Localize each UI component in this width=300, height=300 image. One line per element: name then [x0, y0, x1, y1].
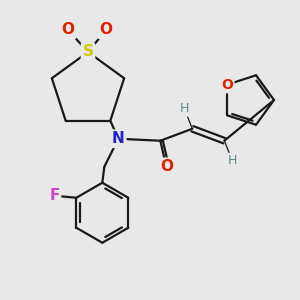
Text: O: O — [61, 22, 74, 38]
Text: O: O — [160, 159, 173, 174]
Text: H: H — [180, 102, 189, 115]
Text: N: N — [112, 131, 125, 146]
Text: H: H — [228, 154, 237, 167]
Text: S: S — [82, 44, 94, 59]
Text: F: F — [49, 188, 59, 203]
Text: O: O — [100, 22, 112, 38]
Text: O: O — [221, 78, 233, 92]
